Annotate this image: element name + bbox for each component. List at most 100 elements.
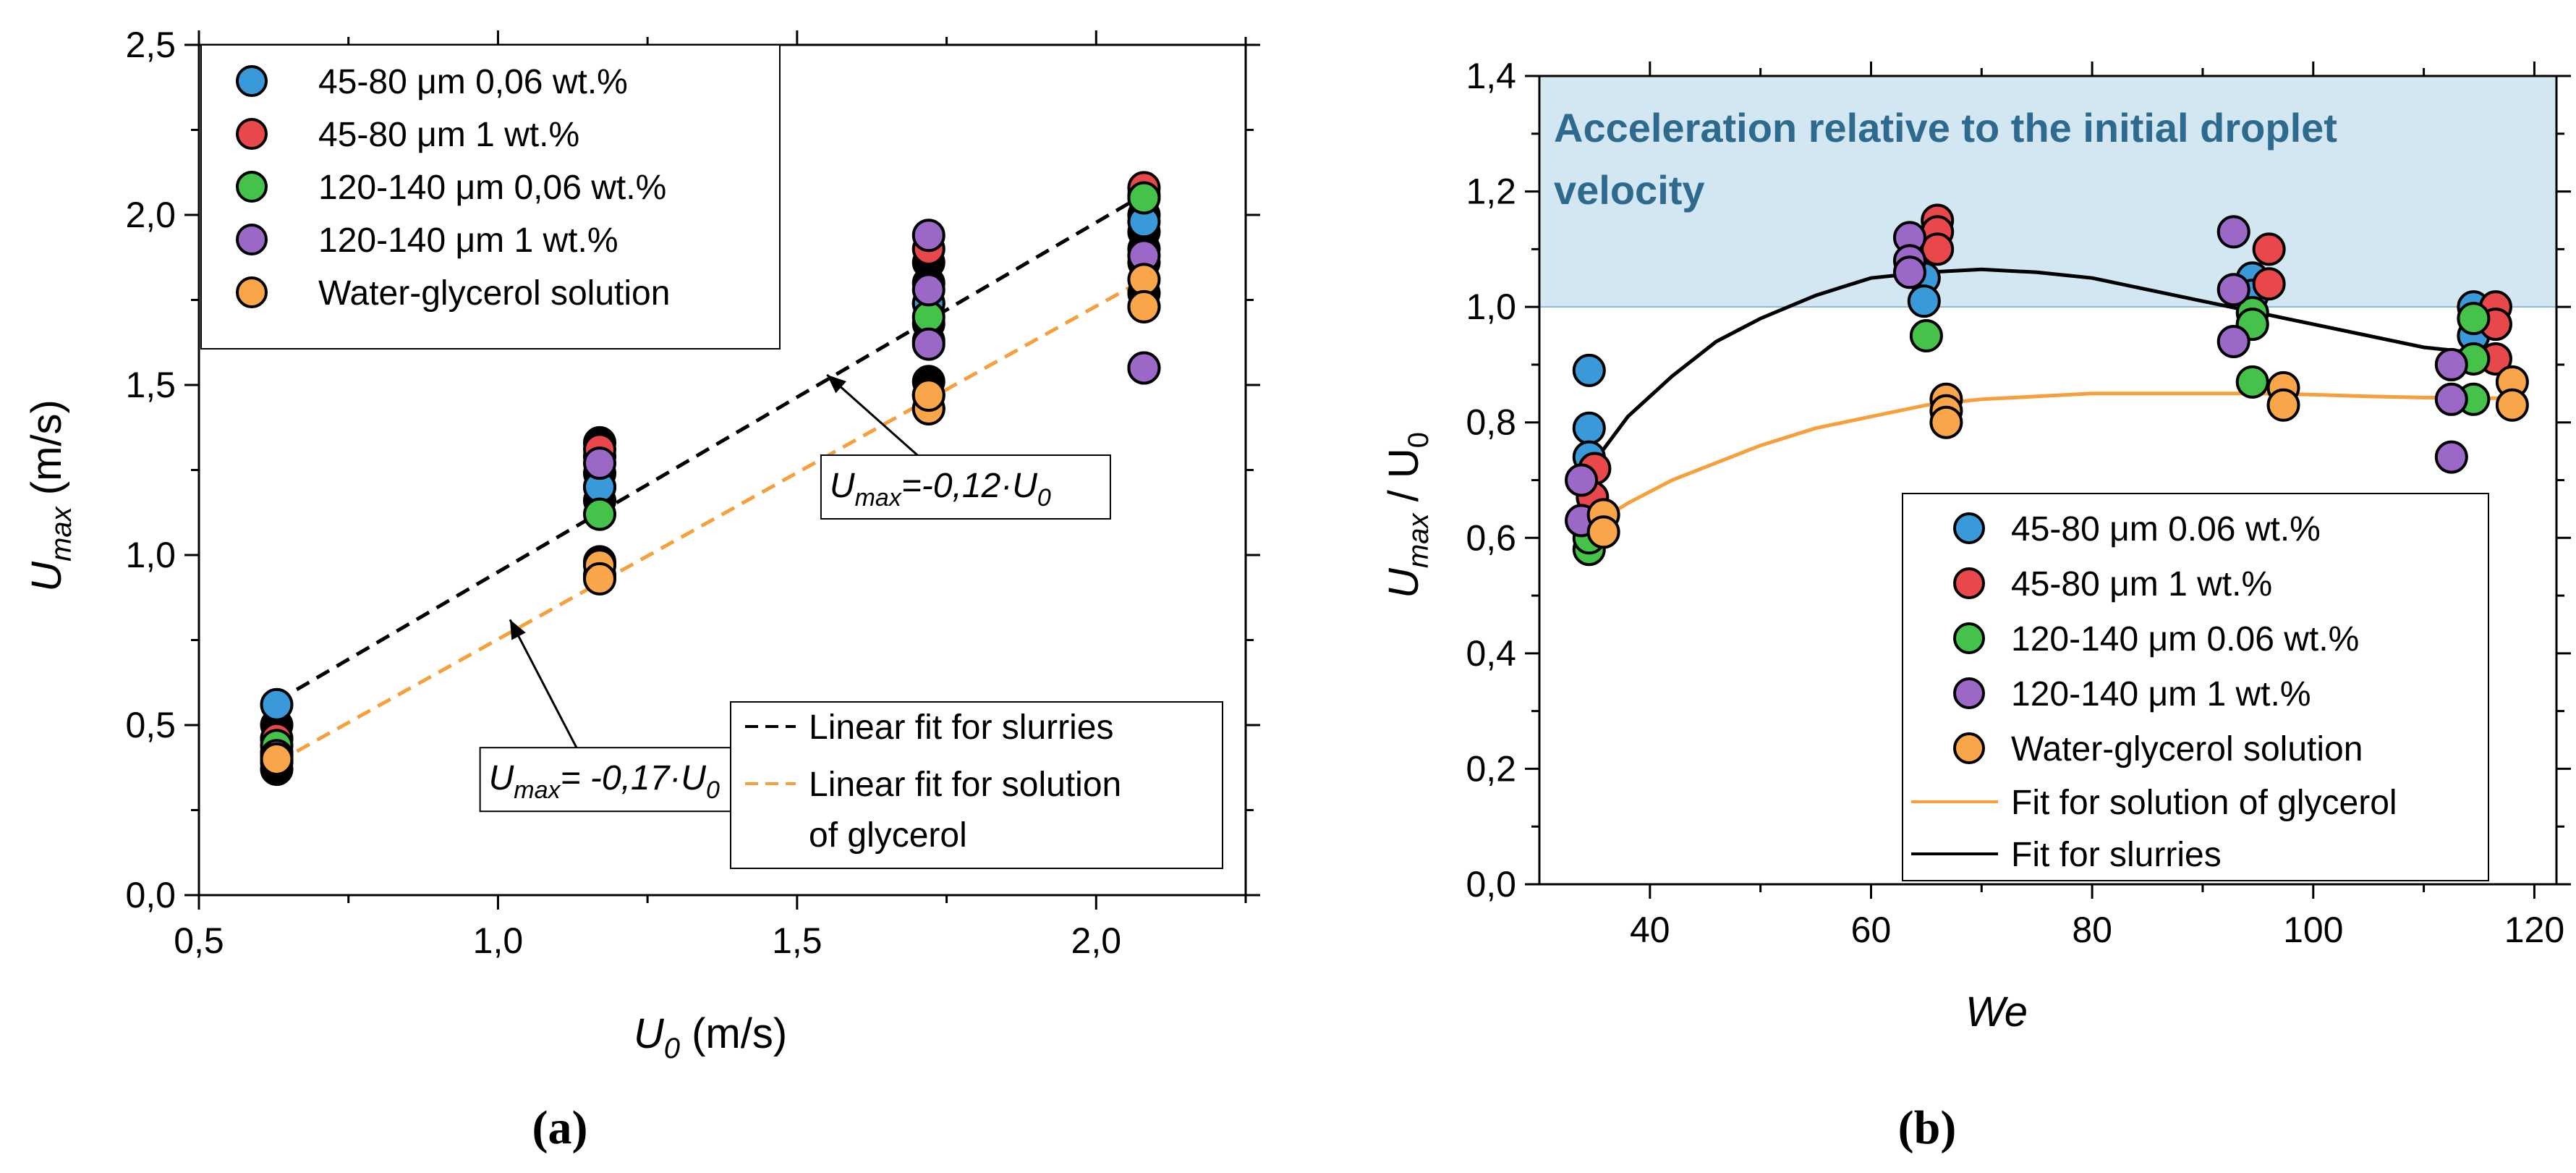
panel-a-fit-legend: Linear fit for slurries Linear fit for s… xyxy=(730,701,1223,869)
annotation-box-glycerol xyxy=(479,747,770,813)
b-point xyxy=(2434,347,2468,381)
a-x-tick-label: 1,5 xyxy=(772,920,822,961)
legend-b-marker-green xyxy=(1953,622,1985,654)
b-point xyxy=(1909,319,1943,353)
panel-b-chart: Acceleration relative to the initial dro… xyxy=(1380,56,2571,1154)
acceleration-region-label-1: Acceleration relative to the initial dro… xyxy=(1554,105,2337,151)
legend-b-label-3: 120-140 μm 0.06 wt.% xyxy=(2011,620,2359,659)
legend-b-label-2: 45-80 μm 1 wt.% xyxy=(2011,565,2272,604)
panel-a-label: (a) xyxy=(532,1101,588,1154)
a-point xyxy=(260,742,294,776)
a-point xyxy=(1127,289,1161,323)
a-fit-line xyxy=(276,278,1145,764)
b-point xyxy=(2252,267,2286,301)
legend-a-label-1: 45-80 μm 0,06 wt.% xyxy=(318,63,628,101)
b-fit-line xyxy=(1599,391,2512,522)
legend-a-marker-blue xyxy=(236,65,268,97)
legend-a-label-3: 120-140 μm 0,06 wt.% xyxy=(318,169,666,207)
a-y-tick-label: 0,0 xyxy=(125,875,176,915)
legend-b-label-4: 120-140 μm 1 wt.% xyxy=(2011,675,2311,713)
a-point xyxy=(911,327,945,361)
b-x-tick-label: 40 xyxy=(1630,910,1670,950)
a-point xyxy=(260,687,294,721)
annotation-arrow-slurries xyxy=(826,373,919,457)
b-fit-line xyxy=(1587,267,2480,470)
b-y-tick-label: 0,0 xyxy=(1466,864,1516,905)
b-point xyxy=(2457,302,2491,336)
a-point xyxy=(1127,181,1161,215)
b-y-tick-label: 0,2 xyxy=(1466,748,1516,789)
legend-a-label-4: 120-140 μm 1 wt.% xyxy=(318,221,619,260)
b-x-tick-label: 120 xyxy=(2504,910,2564,950)
panel-b-axes: 40 60 80 100 120 0,0 0,2 0,4 0,6 0,8 1,0 1,2 1,4 xyxy=(1466,56,2571,950)
panel-b-x-axis-title: We xyxy=(1965,988,2028,1036)
legend-a-label-2: 45-80 μm 1 wt.% xyxy=(318,116,579,154)
legend-b-marker-red xyxy=(1953,567,1985,599)
a-y-tick-label: 1,0 xyxy=(125,535,176,575)
annotation-arrowhead-glycerol xyxy=(509,619,526,640)
fit-legend-glycerol-label-1: Linear fit for solution xyxy=(809,766,1121,804)
legend-a-marker-purple xyxy=(236,224,268,255)
a-y-tick-label: 2,5 xyxy=(125,25,176,65)
annotation-text-slurries: Umax=-0,12·U0 xyxy=(830,467,1051,512)
fit-legend-slurries-label: Linear fit for slurries xyxy=(809,708,1113,747)
b-x-tick-label: 80 xyxy=(2072,910,2112,950)
a-point xyxy=(911,378,945,412)
fit-legend-glycerol-label-2: of glycerol xyxy=(809,816,967,855)
b-point xyxy=(2434,440,2468,474)
panel-a-x-axis-title: U0 (m/s) xyxy=(634,1010,787,1064)
panel-b-fit-lines xyxy=(1587,267,2512,522)
b-point xyxy=(2434,382,2468,416)
panel-b-legend: 45-80 μm 0.06 wt.% 45-80 μm 1 wt.% 120-1… xyxy=(1902,493,2489,881)
legend-a-marker-green xyxy=(236,171,268,203)
legend-a-marker-red xyxy=(236,118,268,150)
a-x-tick-label: 0,5 xyxy=(174,920,224,961)
a-point xyxy=(582,446,616,480)
b-point xyxy=(2216,215,2250,249)
panel-a-fit-lines xyxy=(276,192,1145,764)
b-x-tick-label: 100 xyxy=(2283,910,2343,950)
annotation-text-glycerol: Umax= -0,17·U0 xyxy=(489,759,720,804)
panel-b-label: (b) xyxy=(1898,1101,1957,1154)
legend-b-label-7: Fit for slurries xyxy=(2011,836,2222,874)
panel-a-y-axis-title: Umax (m/s) xyxy=(23,399,77,592)
annotation-arrowhead-slurries xyxy=(827,374,846,394)
b-y-tick-label: 0,6 xyxy=(1466,517,1516,558)
panel-a-axes: 0,5 1,0 1,5 2,0 0,0 0,5 1,0 1,5 2,0 2,5 xyxy=(125,25,1260,961)
legend-b-label-1: 45-80 μm 0.06 wt.% xyxy=(2011,510,2321,549)
panel-a-data-points xyxy=(260,171,1161,787)
b-point xyxy=(1565,463,1599,497)
a-point xyxy=(911,219,945,253)
a-y-tick-label: 1,5 xyxy=(125,365,176,405)
b-point xyxy=(2266,388,2300,422)
legend-a-label-5: Water-glycerol solution xyxy=(318,274,670,313)
panel-b-y-axis-title: Umax / U0 xyxy=(1380,432,1434,598)
b-point xyxy=(1921,232,1955,266)
annotation-box-slurries xyxy=(820,454,1111,520)
b-point xyxy=(1586,515,1620,549)
panel-a-legend: 45-80 μm 0,06 wt.% 45-80 μm 1 wt.% 120-1… xyxy=(200,44,781,350)
b-point xyxy=(1907,284,1941,318)
b-point xyxy=(2495,388,2529,422)
b-point xyxy=(1572,411,1606,445)
a-x-tick-label: 1,0 xyxy=(473,920,524,961)
legend-b-marker-purple xyxy=(1953,677,1985,709)
b-point xyxy=(2216,325,2250,359)
b-y-tick-label: 1,4 xyxy=(1466,56,1516,96)
a-point xyxy=(582,497,616,531)
b-point xyxy=(2235,365,2269,399)
b-y-tick-label: 0,8 xyxy=(1466,402,1516,443)
acceleration-region-label-2: velocity xyxy=(1554,167,1705,213)
b-x-tick-label: 60 xyxy=(1851,910,1892,950)
a-y-tick-label: 2,0 xyxy=(125,195,176,235)
b-point xyxy=(2252,232,2286,266)
a-point xyxy=(1127,351,1161,385)
panel-a-chart: Umax=-0,12·U0 Umax= -0,17·U0 0,5 1,0 1,5 2,0… xyxy=(23,25,1260,1154)
b-point xyxy=(2216,273,2250,307)
a-point xyxy=(911,273,945,307)
legend-b-marker-blue xyxy=(1953,512,1985,544)
b-point xyxy=(1892,255,1926,289)
legend-a-marker-orange xyxy=(236,276,268,308)
b-point xyxy=(1929,405,1963,439)
